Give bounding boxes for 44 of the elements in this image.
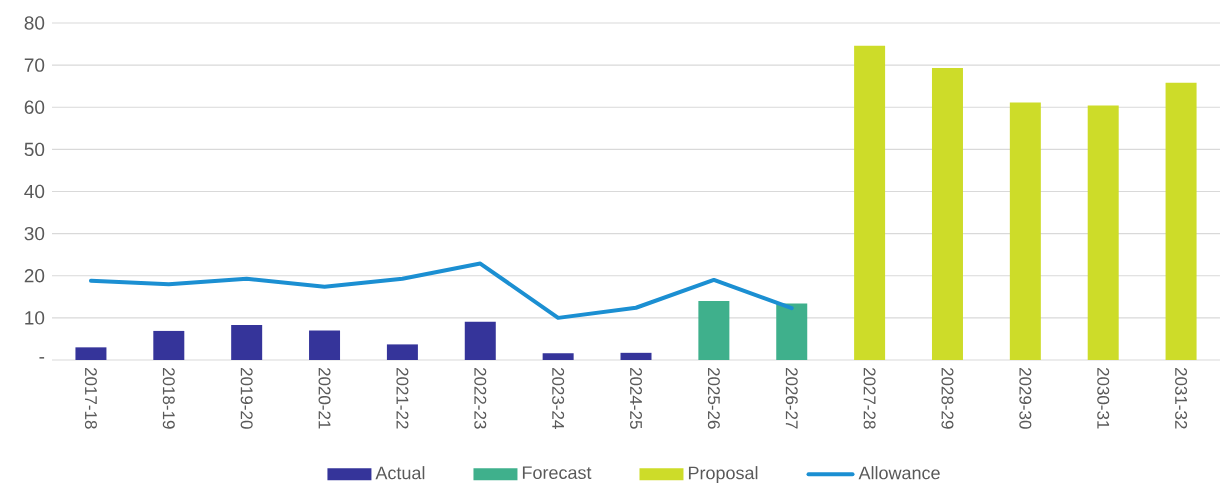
bar	[542, 353, 574, 360]
x-tick-label: 2024-25	[630, 367, 643, 429]
y-tick-label: 30	[24, 226, 45, 241]
bar	[153, 330, 185, 360]
x-tick-label: 2022-23	[474, 367, 487, 429]
x-tick-label: 2025-26	[707, 367, 720, 429]
bar	[75, 347, 107, 360]
bar	[1087, 105, 1119, 360]
x-tick-label: 2017-18	[84, 367, 97, 429]
bar	[776, 303, 808, 360]
legend-label: Allowance	[858, 466, 940, 480]
y-tick-label: -	[39, 357, 45, 359]
x-tick-label: 2023-24	[552, 367, 565, 429]
x-tick-label: 2018-19	[162, 367, 175, 429]
legend-label: Proposal	[688, 466, 758, 483]
y-tick-label: 70	[24, 58, 45, 72]
bar	[698, 301, 730, 360]
bar	[854, 45, 886, 360]
x-tick-label: 2021-22	[396, 367, 409, 429]
y-tick-label: 80	[24, 16, 45, 30]
x-tick-label: 2027-28	[863, 367, 876, 429]
bar	[620, 352, 652, 360]
x-tick-label: 2020-21	[318, 367, 331, 429]
y-tick-label: 40	[24, 184, 45, 199]
y-tick-label: 20	[24, 269, 45, 283]
bar	[1009, 102, 1041, 360]
x-tick-label: 2026-27	[785, 367, 798, 429]
x-tick-label: 2028-29	[941, 367, 954, 429]
bar	[231, 325, 263, 360]
y-tick-label: 50	[24, 142, 45, 157]
line-series	[88, 261, 794, 320]
legend-label: Actual	[375, 466, 425, 480]
y-tick-label: 60	[24, 100, 45, 114]
x-tick-label: 2030-31	[1097, 367, 1110, 429]
x-tick-label: 2029-30	[1019, 367, 1032, 429]
bar	[1165, 82, 1197, 360]
legend-label: Forecast	[522, 466, 592, 480]
bar	[386, 344, 418, 360]
y-tick-label: 10	[25, 311, 45, 325]
x-tick-label: 2019-20	[240, 367, 253, 429]
bar	[309, 330, 341, 360]
bar	[931, 68, 963, 360]
x-tick-label: 2031-32	[1175, 367, 1188, 429]
bar	[464, 321, 496, 360]
